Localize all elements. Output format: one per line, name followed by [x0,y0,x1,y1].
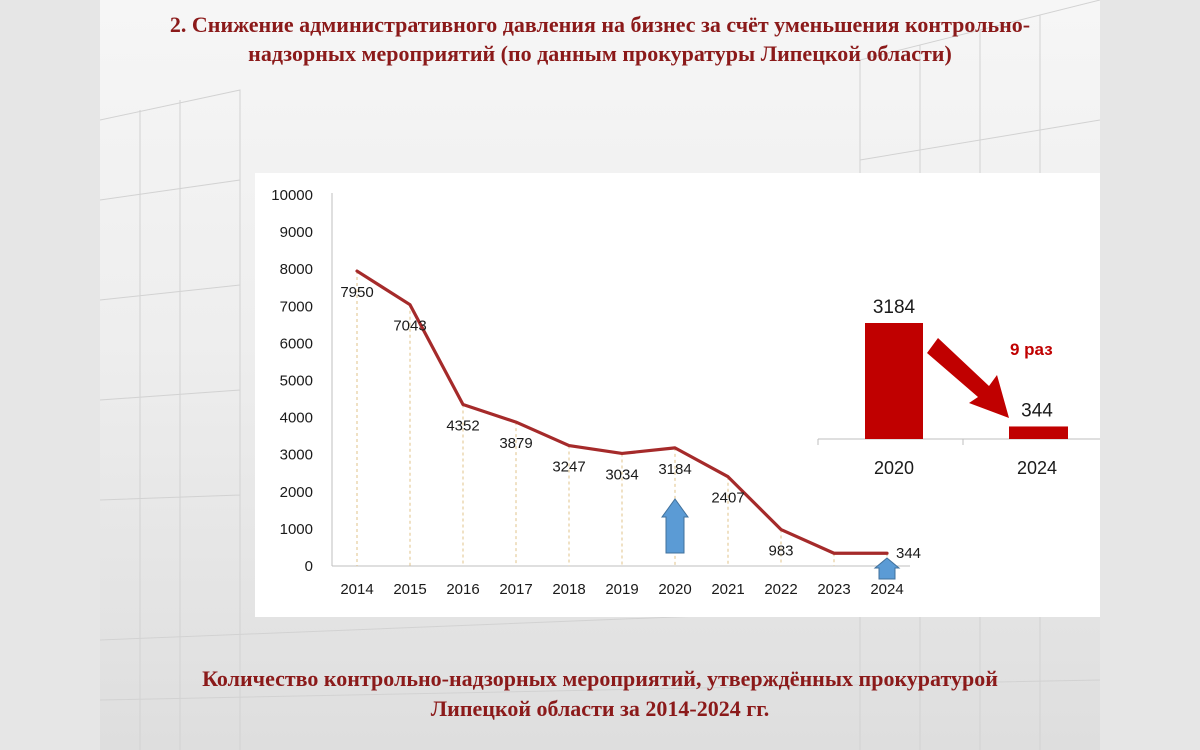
point-label: 344 [896,545,921,562]
chart-caption: Количество контрольно-надзорных мероприя… [202,666,998,721]
x-tick-label: 2023 [817,581,850,598]
y-tick-label: 0 [305,558,313,575]
up-arrow-icon [661,498,689,554]
slide: 2. Снижение административного давления н… [100,0,1100,750]
y-tick-label: 7000 [280,298,313,315]
x-tick-label: 2020 [658,581,691,598]
up-arrow-icon [873,557,901,580]
y-axis: 0 1000 2000 3000 4000 5000 6000 7000 8000 9000 100… [271,187,333,575]
x-tick-label: 2019 [605,581,638,598]
y-tick-label: 5000 [280,373,313,390]
bar-category-label: 2024 [1017,458,1057,478]
y-tick-label: 8000 [280,261,313,278]
comparison-bar-chart: 3184 2020 344 2024 9 раз [817,297,1100,478]
point-label: 4352 [446,418,479,435]
y-tick-label: 6000 [280,335,313,352]
chart-svg: 0 1000 2000 3000 4000 5000 6000 7000 8000 9000 100… [271,187,1100,598]
y-tick-label: 9000 [280,224,313,241]
point-label: 983 [768,543,793,560]
x-tick-label: 2021 [711,581,744,598]
y-tick-label: 3000 [280,447,313,464]
bar-category-label: 2020 [874,458,914,478]
ratio-annotation: 9 раз [1010,340,1053,359]
up-arrow-markers [661,498,901,580]
y-tick-label: 1000 [280,521,313,538]
x-tick-label: 2022 [764,581,797,598]
bar-2024 [1009,426,1068,439]
point-label: 2407 [711,490,744,507]
chart-panel: 0 1000 2000 3000 4000 5000 6000 7000 8000 9000 100… [255,173,1100,617]
x-tick-label: 2018 [552,581,585,598]
x-tick-label: 2016 [446,581,479,598]
series-line [355,269,889,555]
y-tick-label: 4000 [280,410,313,427]
bar-value-label: 3184 [873,297,916,318]
point-label: 3879 [499,435,532,452]
bar-value-label: 344 [1021,400,1053,421]
point-label: 3034 [605,466,638,483]
slide-title: 2. Снижение административного давления н… [169,12,1031,66]
y-tick-label: 2000 [280,484,313,501]
x-tick-label: 2014 [340,581,373,598]
point-label: 3184 [658,461,691,478]
point-label: 7950 [340,284,373,301]
bar-2020 [865,323,923,439]
point-label: 3247 [552,459,585,476]
x-axis: 2014 2015 2016 2017 2018 2019 2020 2021 2022 2023… [332,565,910,598]
line-series [355,269,889,555]
point-label: 7043 [393,318,426,335]
down-arrow-icon [927,338,1009,418]
point-labels: 7950 7043 4352 3879 3247 3034 3184 2407 983 344 [340,284,921,562]
x-tick-label: 2024 [870,581,903,598]
y-tick-label: 10000 [271,187,313,204]
x-tick-label: 2015 [393,581,426,598]
drop-lines [356,271,888,566]
x-tick-label: 2017 [499,581,532,598]
